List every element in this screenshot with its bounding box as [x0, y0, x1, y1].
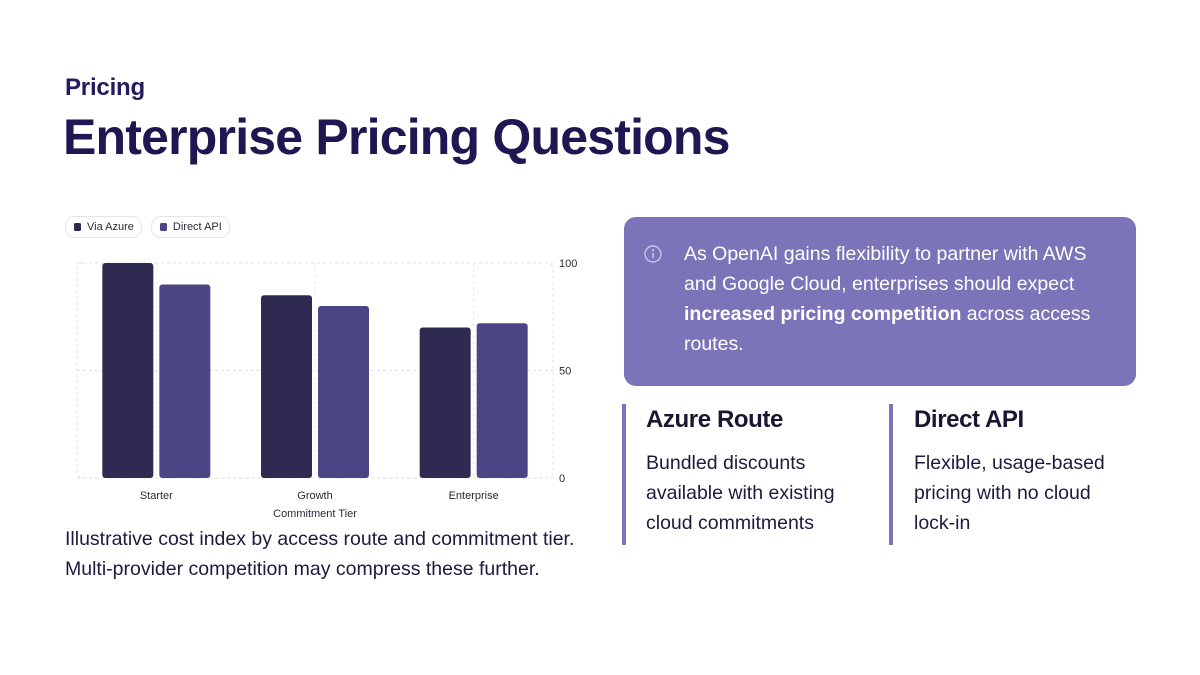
bar-via-azure-enterprise [419, 327, 471, 478]
eyebrow-label: Pricing [65, 74, 145, 101]
y-tick-label: 0 [559, 473, 565, 485]
x-axis-title: Commitment Tier [273, 508, 357, 520]
x-tick-label: Growth [297, 490, 332, 502]
azure-route-body: Bundled discounts available with existin… [646, 452, 835, 534]
legend-item-via-azure: Via Azure [65, 216, 142, 238]
x-tick-label: Enterprise [449, 490, 499, 502]
legend-item-direct-api: Direct API [150, 216, 230, 238]
callout-text-emphasis: increased pricing competition [684, 303, 962, 325]
legend-swatch-via-azure [74, 223, 81, 231]
chart-caption: Illustrative cost index by access route … [65, 528, 575, 580]
legend-label-direct-api: Direct API [172, 221, 222, 233]
azure-route-column: Azure Route Bundled discounts available … [622, 404, 862, 545]
bar-via-azure-starter [102, 263, 154, 478]
legend-label-via-azure: Via Azure [87, 221, 134, 233]
callout-text-tail: across access routes. [684, 303, 1091, 355]
callout-text: As OpenAI gains flexibility to partner w… [684, 239, 1096, 359]
callout-text-lead: As OpenAI gains flexibility to partner w… [684, 243, 1087, 295]
bar-direct-api-enterprise [476, 323, 528, 478]
direct-api-column: Direct API Flexible, usage-based pricing… [889, 404, 1129, 545]
bar-direct-api-growth [318, 306, 369, 478]
azure-route-heading: Azure Route [646, 406, 783, 433]
x-tick-label: Starter [140, 490, 173, 502]
direct-api-body: Flexible, usage-based pricing with no cl… [914, 452, 1105, 534]
y-tick-label: 50 [559, 366, 571, 378]
legend-swatch-direct-api [159, 223, 167, 231]
bar-via-azure-growth [261, 295, 312, 478]
page-title: Enterprise Pricing Questions [63, 109, 730, 165]
direct-api-heading: Direct API [914, 406, 1024, 433]
chart-legend: Via Azure Direct API [65, 216, 230, 238]
info-icon [644, 245, 662, 263]
bar-direct-api-starter [159, 284, 211, 478]
y-tick-label: 100 [559, 258, 577, 270]
bar-chart: 0 50 100 Starter Growth Enterprise Commitment … [76, 258, 577, 520]
callout-panel: As OpenAI gains flexibility to partner w… [624, 217, 1136, 386]
